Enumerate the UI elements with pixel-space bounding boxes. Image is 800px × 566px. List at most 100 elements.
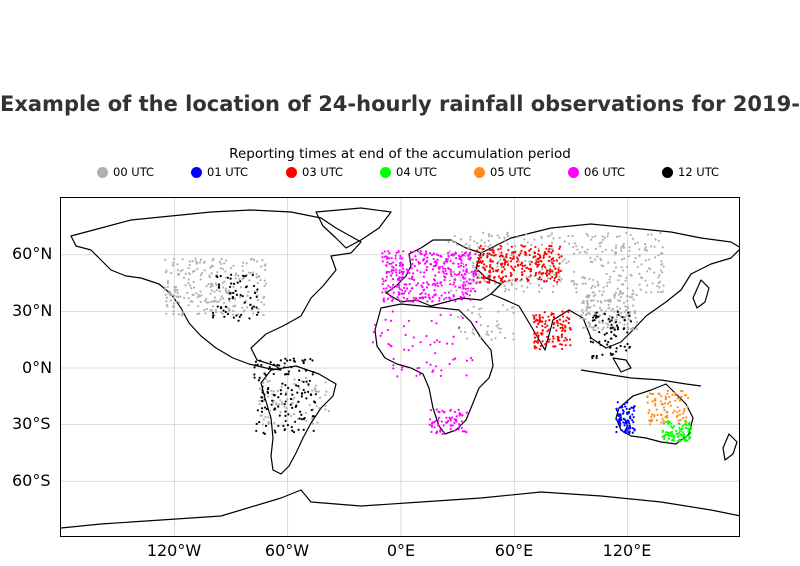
observation-point (444, 421, 448, 424)
observation-point (538, 318, 541, 321)
observation-point (397, 286, 401, 289)
observation-point (220, 257, 223, 261)
observation-point (524, 259, 527, 263)
observation-point (535, 314, 538, 317)
observation-point (567, 322, 570, 325)
observation-point (304, 411, 308, 415)
observation-point (573, 283, 576, 286)
observation-point (654, 238, 657, 241)
observation-point (608, 320, 611, 323)
observation-point (598, 321, 601, 324)
observation-point (507, 288, 511, 291)
observation-point (615, 244, 618, 247)
observation-point (632, 329, 635, 332)
observation-point (324, 393, 327, 397)
observation-point (440, 369, 443, 372)
observation-point (232, 285, 235, 288)
observation-point (406, 297, 409, 300)
observation-point (445, 342, 449, 345)
observation-point (584, 326, 587, 329)
observation-point (204, 299, 207, 303)
observation-point (249, 296, 252, 300)
observation-point (242, 275, 245, 278)
observation-point (670, 431, 673, 434)
observation-point (587, 311, 590, 315)
observation-point (552, 285, 555, 288)
observation-point (455, 257, 458, 260)
observation-point (494, 282, 497, 285)
observation-point (549, 277, 552, 280)
observation-point (464, 263, 468, 267)
observation-point (662, 284, 665, 287)
observation-point (566, 316, 569, 319)
observation-point (615, 314, 618, 317)
observation-point (508, 279, 511, 282)
observation-point (232, 316, 235, 319)
observation-point (490, 254, 493, 257)
observation-point (469, 235, 472, 238)
observation-point (391, 298, 394, 301)
observation-point (611, 249, 614, 252)
observation-point (392, 357, 395, 361)
observation-point (613, 261, 616, 264)
observation-point (431, 268, 434, 271)
observation-point (651, 282, 654, 285)
map-canvas (61, 198, 739, 536)
observation-point (409, 290, 412, 293)
observation-point (229, 292, 232, 295)
observation-point (687, 427, 690, 431)
observation-point (607, 303, 610, 306)
observation-point (651, 413, 654, 416)
observation-point (223, 315, 226, 318)
observation-point (613, 293, 616, 296)
observation-point (184, 284, 187, 287)
observation-point (200, 272, 204, 275)
observation-point (255, 276, 258, 279)
observation-point (623, 430, 626, 434)
observation-point (598, 306, 602, 309)
observation-point (594, 258, 597, 261)
observation-point (548, 247, 551, 251)
observation-point (400, 289, 404, 292)
observation-point (244, 299, 248, 302)
observation-point (223, 280, 226, 283)
observation-point (235, 272, 238, 275)
observation-point (510, 281, 513, 285)
observation-point (497, 260, 500, 263)
observation-point (617, 413, 621, 416)
observation-point (432, 252, 436, 255)
observation-point (631, 289, 634, 292)
observation-point (602, 290, 605, 293)
observation-point (564, 336, 567, 340)
observation-point (239, 280, 242, 283)
observation-point (496, 234, 499, 237)
observation-point (615, 425, 618, 429)
observation-point (496, 265, 499, 268)
observation-point (626, 328, 630, 331)
observation-point (433, 341, 436, 344)
observation-point (395, 285, 398, 288)
observation-point (507, 248, 510, 252)
observation-point (659, 269, 662, 272)
observation-point (440, 281, 443, 284)
observation-point (449, 270, 452, 273)
observation-point (236, 313, 240, 316)
observation-point (197, 305, 200, 308)
observation-point (567, 317, 571, 320)
observation-point (503, 239, 506, 242)
observation-point (451, 342, 454, 345)
observation-point (443, 298, 446, 301)
observation-point (316, 390, 319, 393)
observation-point (236, 281, 239, 284)
observation-point (614, 318, 617, 321)
observation-point (626, 287, 629, 290)
observation-point (559, 326, 562, 330)
observation-point (648, 392, 652, 395)
observation-point (199, 274, 202, 277)
observation-point (472, 261, 475, 264)
observation-point (442, 411, 446, 414)
observation-point (532, 314, 535, 317)
legend-item-12utc: 12 UTC (662, 165, 719, 179)
observation-point (258, 387, 261, 390)
observation-point (172, 261, 175, 264)
